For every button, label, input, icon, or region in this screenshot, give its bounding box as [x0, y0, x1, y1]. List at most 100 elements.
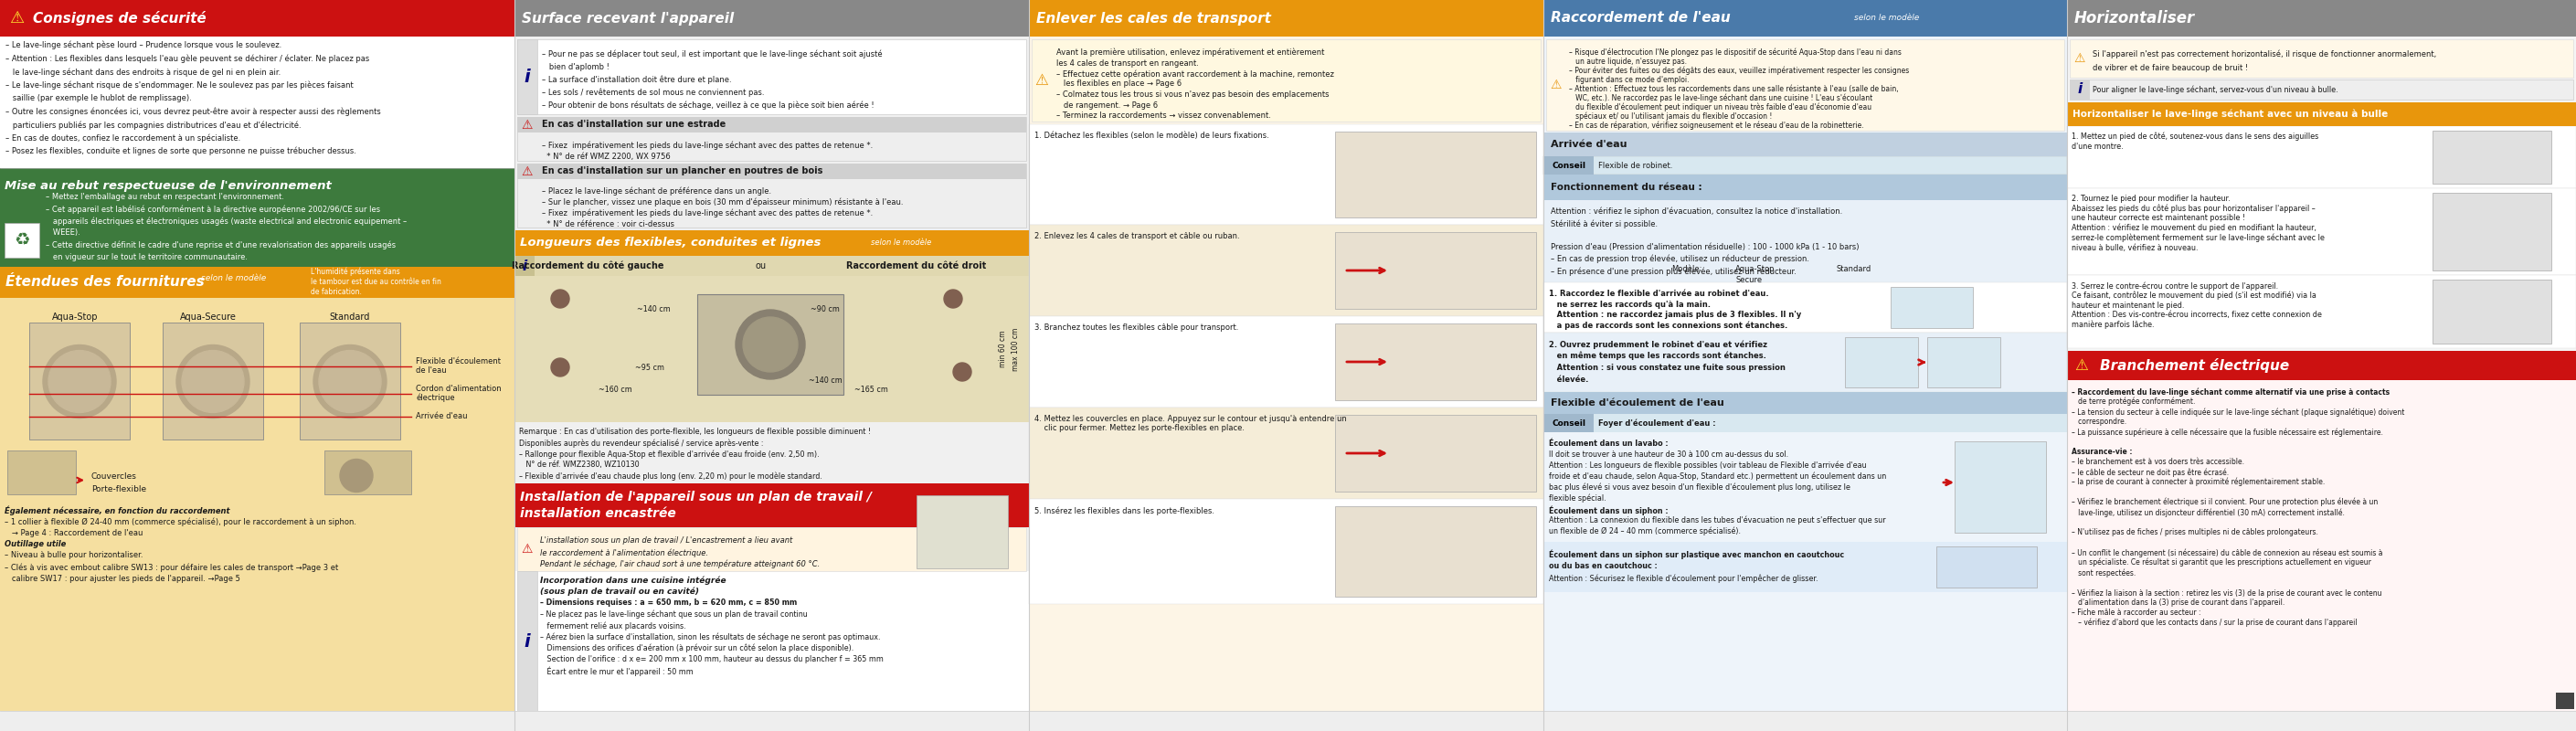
FancyBboxPatch shape	[518, 527, 1025, 571]
Text: – le câble de secteur ne doit pas être écrasé.: – le câble de secteur ne doit pas être é…	[2071, 468, 2228, 477]
Text: particuliers publiés par les compagnies distributrices d'eau et d'électricité.: particuliers publiés par les compagnies …	[5, 121, 301, 129]
Text: N° de réf. WMZ2380, WZ10130: N° de réf. WMZ2380, WZ10130	[518, 461, 639, 469]
Text: WEEE).: WEEE).	[46, 229, 80, 237]
Circle shape	[340, 459, 374, 492]
Text: – Cet appareil est labélisé conformément à la directive européenne 2002/96/CE su: – Cet appareil est labélisé conformément…	[46, 205, 381, 213]
FancyBboxPatch shape	[0, 0, 515, 37]
FancyBboxPatch shape	[2066, 126, 2576, 188]
FancyBboxPatch shape	[515, 230, 1028, 256]
Text: les 4 cales de transport en rangeant.: les 4 cales de transport en rangeant.	[1056, 59, 1198, 67]
Text: Aqua-Secure: Aqua-Secure	[180, 312, 237, 321]
FancyBboxPatch shape	[518, 164, 1025, 227]
FancyBboxPatch shape	[2432, 193, 2550, 270]
FancyBboxPatch shape	[515, 571, 1028, 713]
Text: fermement relié aux placards voisins.: fermement relié aux placards voisins.	[541, 621, 685, 630]
Text: le lave-linge séchant dans des endroits à risque de gel ni en plein air.: le lave-linge séchant dans des endroits …	[5, 68, 281, 76]
Text: ⚠: ⚠	[10, 10, 23, 26]
FancyBboxPatch shape	[2066, 188, 2576, 275]
Text: Mise au rebut respectueuse de l'environnement: Mise au rebut respectueuse de l'environn…	[5, 181, 332, 192]
Text: selon le modèle: selon le modèle	[201, 274, 265, 282]
Circle shape	[551, 289, 569, 308]
FancyBboxPatch shape	[1927, 337, 2002, 387]
Text: – Fiche mâle à raccorder au secteur :: – Fiche mâle à raccorder au secteur :	[2071, 608, 2200, 617]
Text: élevée.: élevée.	[1548, 376, 1589, 384]
FancyBboxPatch shape	[518, 117, 1025, 132]
FancyBboxPatch shape	[2432, 279, 2550, 344]
Text: – 1 collier à flexible Ø 24-40 mm (commerce spécialisé), pour le raccordement à : – 1 collier à flexible Ø 24-40 mm (comme…	[5, 518, 355, 526]
FancyBboxPatch shape	[1334, 415, 1535, 491]
FancyBboxPatch shape	[162, 322, 263, 439]
Text: 3. Branchez toutes les flexibles câble pour transport.: 3. Branchez toutes les flexibles câble p…	[1036, 323, 1239, 332]
Text: Standard: Standard	[330, 312, 371, 321]
Circle shape	[314, 345, 386, 418]
FancyBboxPatch shape	[0, 167, 515, 266]
FancyBboxPatch shape	[1028, 0, 1543, 731]
Text: – La tension du secteur à celle indiquée sur le lave-linge séchant (plaque signa: – La tension du secteur à celle indiquée…	[2071, 408, 2403, 416]
Text: 5: 5	[2561, 696, 2568, 705]
FancyBboxPatch shape	[325, 450, 412, 494]
FancyBboxPatch shape	[518, 117, 1025, 161]
FancyBboxPatch shape	[2048, 713, 2066, 730]
FancyBboxPatch shape	[8, 450, 75, 494]
FancyBboxPatch shape	[28, 322, 129, 439]
Text: bac plus élevé si vous avez besoin d'un flexible d'écoulement plus long, utilise: bac plus élevé si vous avez besoin d'un …	[1548, 483, 1850, 492]
Text: – Pour obtenir de bons résultats de séchage, veillez à ce que la pièce soit bien: – Pour obtenir de bons résultats de séch…	[541, 102, 873, 110]
FancyBboxPatch shape	[698, 294, 842, 395]
FancyBboxPatch shape	[0, 711, 2576, 731]
Text: ~140 cm: ~140 cm	[809, 376, 842, 385]
Text: Fonctionnement du réseau :: Fonctionnement du réseau :	[1551, 183, 1703, 192]
Text: ♻: ♻	[13, 231, 31, 249]
FancyBboxPatch shape	[5, 222, 39, 257]
Text: 2. Enlevez les 4 cales de transport et câble ou ruban.: 2. Enlevez les 4 cales de transport et c…	[1036, 232, 1239, 240]
Text: Attention : Les longueurs de flexible possibles (voir tableau de Flexible d'arri: Attention : Les longueurs de flexible po…	[1548, 461, 1868, 470]
FancyBboxPatch shape	[1028, 316, 1543, 408]
Text: appareils électriques et électroniques usagés (waste electrical and electronic e: appareils électriques et électroniques u…	[46, 217, 407, 226]
Text: ⚠: ⚠	[520, 542, 533, 556]
FancyBboxPatch shape	[0, 0, 515, 731]
Circle shape	[319, 350, 381, 412]
Text: ⚠: ⚠	[520, 165, 533, 178]
FancyBboxPatch shape	[1844, 337, 1919, 387]
Text: Section de l'orifice : d x e= 200 mm x 100 mm, hauteur au dessus du plancher f =: Section de l'orifice : d x e= 200 mm x 1…	[541, 656, 884, 664]
FancyBboxPatch shape	[1543, 132, 2066, 156]
FancyBboxPatch shape	[2066, 380, 2576, 713]
Text: Remarque : En cas d'utilisation des porte-flexible, les longueurs de flexible po: Remarque : En cas d'utilisation des port…	[518, 428, 871, 436]
Text: – En cas de pression trop élevée, utilisez un réducteur de pression.: – En cas de pression trop élevée, utilis…	[1551, 255, 1808, 264]
FancyBboxPatch shape	[1543, 0, 2066, 37]
FancyBboxPatch shape	[515, 256, 536, 276]
Text: Incorporation dans une cuisine intégrée: Incorporation dans une cuisine intégrée	[541, 576, 726, 584]
Text: Il doit se trouver à une hauteur de 30 à 100 cm au-dessus du sol.: Il doit se trouver à une hauteur de 30 à…	[1548, 450, 1788, 459]
Text: Secure: Secure	[1736, 276, 1762, 284]
Text: – Attention : Effectuez tous les raccordements dans une salle résistante à l'eau: – Attention : Effectuez tous les raccord…	[1569, 85, 1899, 93]
Circle shape	[943, 289, 963, 308]
Text: de terre protégée conformément.: de terre protégée conformément.	[2071, 398, 2195, 406]
Text: Foyer d'écoulement d'eau :: Foyer d'écoulement d'eau :	[1597, 419, 1716, 428]
Text: * N° de réf WMZ 2200, WX 9756: * N° de réf WMZ 2200, WX 9756	[541, 153, 670, 161]
Text: Raccordement du côté gauche: Raccordement du côté gauche	[513, 261, 665, 270]
Text: Horizontaliser le lave-linge séchant avec un niveau à bulle: Horizontaliser le lave-linge séchant ave…	[2074, 110, 2388, 119]
FancyBboxPatch shape	[2066, 0, 2576, 37]
Text: – Effectuez cette opération avant raccordement à la machine, remontez: – Effectuez cette opération avant raccor…	[1056, 69, 1334, 78]
Text: – Risque d'électrocution l'Ne plongez pas le dispositif de sécurité Aqua-Stop da: – Risque d'électrocution l'Ne plongez pa…	[1569, 48, 1901, 57]
FancyBboxPatch shape	[518, 571, 538, 713]
FancyBboxPatch shape	[515, 0, 1028, 731]
Text: 4: 4	[2053, 716, 2061, 725]
Text: Attention : vérifiez le siphon d'évacuation, consultez la notice d'installation.: Attention : vérifiez le siphon d'évacuat…	[1551, 208, 1842, 216]
Text: – Cette directive définit le cadre d'une reprise et d'une revalorisation des app: – Cette directive définit le cadre d'une…	[46, 240, 397, 249]
FancyBboxPatch shape	[1891, 287, 1973, 328]
FancyBboxPatch shape	[2555, 693, 2573, 709]
Text: – Fixez  impérativement les pieds du lave-linge séchant avec des pattes de reten: – Fixez impérativement les pieds du lave…	[541, 209, 873, 218]
Text: 2: 2	[1015, 716, 1023, 725]
Text: Horizontaliser: Horizontaliser	[2074, 10, 2195, 26]
FancyBboxPatch shape	[1543, 414, 2066, 432]
Text: 4. Mettez les couvercles en place. Appuyez sur le contour et jusqu'à entendre un: 4. Mettez les couvercles en place. Appuy…	[1036, 415, 1347, 433]
Text: Arrivée d'eau: Arrivée d'eau	[1551, 140, 1628, 149]
Text: 3. Serrez le contre-écrou contre le support de l'appareil.
Ce faisant, contrôlez: 3. Serrez le contre-écrou contre le supp…	[2071, 281, 2321, 329]
Text: le raccordement à l'alimentation électrique.: le raccordement à l'alimentation électri…	[541, 548, 708, 557]
Text: Pendant le séchage, l'air chaud sort à une température atteignant 60 °C.: Pendant le séchage, l'air chaud sort à u…	[541, 560, 819, 569]
Text: Attention : Sécurisez le flexible d'écoulement pour l'empêcher de glisser.: Attention : Sécurisez le flexible d'écou…	[1548, 575, 1819, 583]
Text: – Outre les consignes énoncées ici, vous devrez peut-être avoir à respecter auss: – Outre les consignes énoncées ici, vous…	[5, 107, 381, 116]
Text: Écart entre le mur et l'appareil : 50 mm: Écart entre le mur et l'appareil : 50 mm	[541, 667, 693, 677]
Text: correspondre.: correspondre.	[2071, 417, 2128, 425]
Text: 1: 1	[500, 716, 507, 725]
